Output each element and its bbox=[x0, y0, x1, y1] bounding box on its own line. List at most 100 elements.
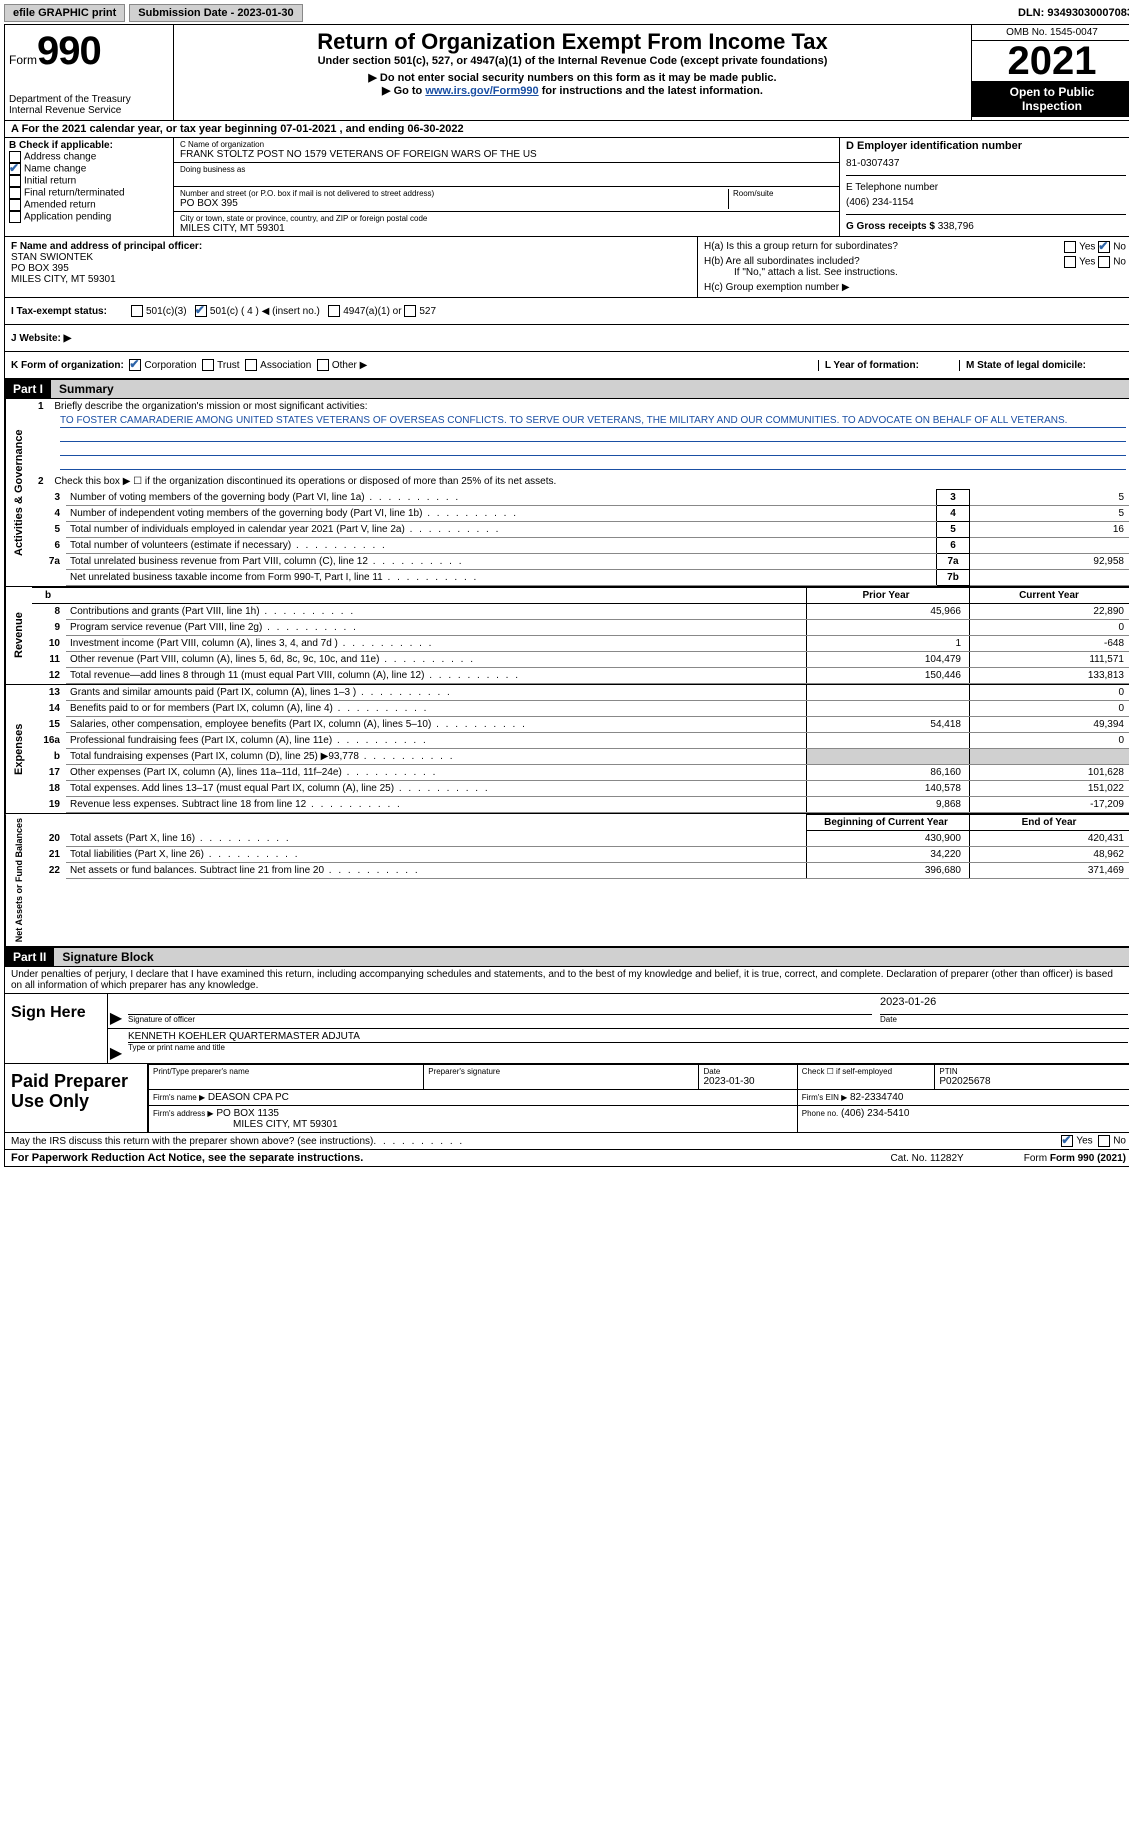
chk-501c[interactable] bbox=[195, 305, 207, 317]
dept-treasury: Department of the Treasury bbox=[9, 94, 169, 105]
col-hdr-curr: End of Year bbox=[970, 815, 1129, 831]
line-num: 20 bbox=[32, 831, 66, 847]
prior-val: 140,578 bbox=[807, 781, 970, 797]
line-val bbox=[970, 538, 1129, 554]
may-irs: May the IRS discuss this return with the… bbox=[11, 1136, 373, 1147]
irs-link[interactable]: www.irs.gov/Form990 bbox=[425, 85, 538, 97]
line-val: 5 bbox=[970, 506, 1129, 522]
opt-527: 527 bbox=[419, 306, 436, 317]
no-text: No bbox=[1113, 242, 1126, 253]
submission-date: Submission Date - 2023-01-30 bbox=[129, 4, 302, 22]
chk-pending[interactable] bbox=[9, 211, 21, 223]
gross-value: 338,796 bbox=[938, 221, 974, 232]
line-num: 18 bbox=[32, 781, 66, 797]
line-desc: Number of voting members of the governin… bbox=[66, 490, 937, 506]
irs-label: Internal Revenue Service bbox=[9, 105, 169, 116]
line-box: 5 bbox=[937, 522, 970, 538]
prior-val: 396,680 bbox=[807, 863, 970, 879]
paid-preparer: Paid Preparer Use Only bbox=[5, 1064, 148, 1132]
chk-4947[interactable] bbox=[328, 305, 340, 317]
tel-label: E Telephone number bbox=[846, 182, 1126, 193]
pp-sig-label: Preparer's signature bbox=[428, 1067, 694, 1076]
row-a-period: A For the 2021 calendar year, or tax yea… bbox=[5, 121, 1129, 138]
ptin: P02025678 bbox=[939, 1076, 1127, 1087]
line-num: 14 bbox=[32, 701, 66, 717]
part2-title: Signature Block bbox=[54, 948, 1129, 966]
opt-pending: Application pending bbox=[24, 212, 111, 223]
chk-corp[interactable] bbox=[129, 359, 141, 371]
efile-print-button[interactable]: efile GRAPHIC print bbox=[4, 4, 125, 22]
col-b-label: B Check if applicable: bbox=[9, 140, 169, 151]
chk-other[interactable] bbox=[317, 359, 329, 371]
open-public: Open to Public Inspection bbox=[972, 81, 1129, 117]
line-num: 3 bbox=[32, 490, 66, 506]
opt-501c3: 501(c)(3) bbox=[146, 306, 187, 317]
firm-addr-label: Firm's address ▶ bbox=[153, 1109, 214, 1118]
discuss-yes[interactable] bbox=[1061, 1135, 1073, 1147]
phone-label: Phone no. bbox=[802, 1109, 838, 1118]
line-box: 4 bbox=[937, 506, 970, 522]
typed-label: Type or print name and title bbox=[128, 1042, 1128, 1052]
website-label: J Website: ▶ bbox=[11, 333, 71, 344]
line-num: 21 bbox=[32, 847, 66, 863]
form-title: Return of Organization Exempt From Incom… bbox=[180, 29, 965, 55]
line-num: 17 bbox=[32, 765, 66, 781]
line-desc: Program service revenue (Part VIII, line… bbox=[66, 620, 807, 636]
chk-trust[interactable] bbox=[202, 359, 214, 371]
opt-trust: Trust bbox=[217, 360, 239, 371]
firm-addr2: MILES CITY, MT 59301 bbox=[233, 1119, 338, 1130]
line-num: 6 bbox=[32, 538, 66, 554]
ptin-label: PTIN bbox=[939, 1067, 1127, 1076]
opt-address: Address change bbox=[24, 152, 96, 163]
prior-val: 430,900 bbox=[807, 831, 970, 847]
line-num: 8 bbox=[32, 604, 66, 620]
city-value: MILES CITY, MT 59301 bbox=[180, 223, 833, 234]
line-num: 5 bbox=[32, 522, 66, 538]
ha-no[interactable] bbox=[1098, 241, 1110, 253]
hb-no[interactable] bbox=[1098, 256, 1110, 268]
curr-val: 371,469 bbox=[970, 863, 1129, 879]
chk-initial[interactable] bbox=[9, 175, 21, 187]
state-domicile: M State of legal domicile: bbox=[959, 360, 1126, 371]
line-num: 13 bbox=[32, 685, 66, 701]
arrow-icon: ▶ bbox=[108, 994, 124, 1028]
line-num bbox=[32, 570, 66, 586]
line-box: 6 bbox=[937, 538, 970, 554]
opt-amended: Amended return bbox=[24, 200, 96, 211]
q1-label: Briefly describe the organization's miss… bbox=[54, 401, 367, 412]
chk-501c3[interactable] bbox=[131, 305, 143, 317]
chk-amended[interactable] bbox=[9, 199, 21, 211]
ha-yes[interactable] bbox=[1064, 241, 1076, 253]
line-desc: Other revenue (Part VIII, column (A), li… bbox=[66, 652, 807, 668]
col-hdr-prior: Beginning of Current Year bbox=[807, 815, 970, 831]
firm-name: DEASON CPA PC bbox=[208, 1092, 289, 1103]
arrow-icon2: ▶ bbox=[108, 1029, 124, 1063]
line-desc: Number of independent voting members of … bbox=[66, 506, 937, 522]
line-desc: Total unrelated business revenue from Pa… bbox=[66, 554, 937, 570]
pp-date-label: Date bbox=[703, 1067, 792, 1076]
part1-title: Summary bbox=[51, 380, 1129, 398]
line-val: 92,958 bbox=[970, 554, 1129, 570]
prior-val bbox=[807, 620, 970, 636]
line-desc: Revenue less expenses. Subtract line 18 … bbox=[66, 797, 807, 813]
curr-val: 0 bbox=[970, 685, 1129, 701]
line-num: b bbox=[32, 749, 66, 765]
gross-label: G Gross receipts $ bbox=[846, 221, 935, 232]
chk-final[interactable] bbox=[9, 187, 21, 199]
pp-date: 2023-01-30 bbox=[703, 1076, 792, 1087]
mission-line2 bbox=[60, 428, 1126, 442]
chk-527[interactable] bbox=[404, 305, 416, 317]
hb-yes[interactable] bbox=[1064, 256, 1076, 268]
chk-assoc[interactable] bbox=[245, 359, 257, 371]
org-name: FRANK STOLTZ POST NO 1579 VETERANS OF FO… bbox=[180, 149, 833, 160]
chk-name[interactable] bbox=[9, 163, 21, 175]
opt-name: Name change bbox=[24, 164, 86, 175]
tel-value: (406) 234-1154 bbox=[846, 197, 1126, 208]
curr-val: 151,022 bbox=[970, 781, 1129, 797]
curr-val: 49,394 bbox=[970, 717, 1129, 733]
h-note: If "No," attach a list. See instructions… bbox=[734, 267, 1126, 278]
line-num: 10 bbox=[32, 636, 66, 652]
prior-val: 9,868 bbox=[807, 797, 970, 813]
line-val bbox=[970, 570, 1129, 586]
discuss-no[interactable] bbox=[1098, 1135, 1110, 1147]
